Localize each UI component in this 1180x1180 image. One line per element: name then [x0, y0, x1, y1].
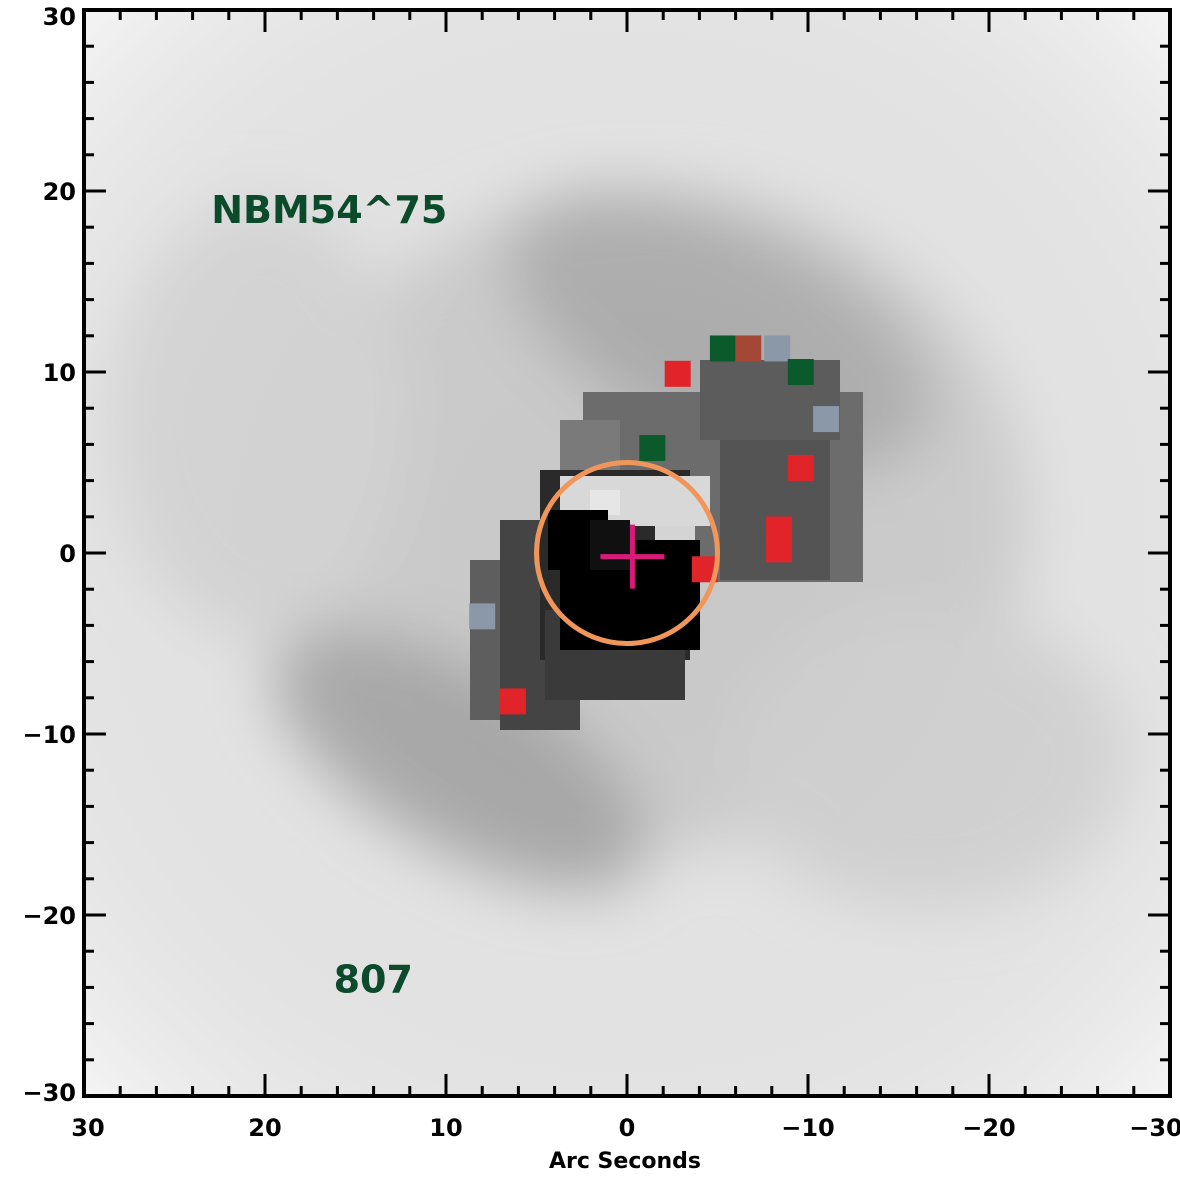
colored-pixel [766, 536, 793, 563]
x-tick-label: −20 [962, 1114, 1016, 1142]
y-tick-label: 20 [43, 178, 76, 206]
colored-pixel [764, 335, 791, 362]
x-tick-label: 10 [429, 1114, 462, 1142]
x-tick-label: −10 [781, 1114, 835, 1142]
y-tick-label: −10 [22, 721, 76, 749]
colored-pixel [735, 335, 762, 362]
x-tick-label: 0 [619, 1114, 636, 1142]
aperture-circle [534, 460, 720, 646]
colored-pixel [787, 359, 814, 385]
center-marker [600, 524, 665, 589]
colored-pixel [499, 688, 526, 715]
y-tick-label: 10 [43, 359, 76, 387]
x-axis-title: Arc Seconds [549, 1149, 701, 1174]
x-tick-label: 20 [248, 1114, 281, 1142]
colored-pixels [469, 335, 840, 715]
x-tick-labels: 30 20 10 0 −10 −20 −30 [71, 1114, 1180, 1142]
y-tick-label: −30 [22, 1079, 76, 1107]
heatmap-pixel [590, 520, 630, 570]
y-tick-labels: 30 20 10 0 −10 −20 −30 [22, 3, 76, 1107]
colored-pixel [639, 435, 666, 462]
x-tick-label: 30 [71, 1114, 104, 1142]
colored-pixel [813, 406, 840, 433]
y-tick-label: 30 [43, 3, 76, 31]
y-tick-label: −20 [22, 902, 76, 930]
y-tick-label: 0 [59, 540, 76, 568]
colored-pixel [787, 454, 814, 481]
colored-pixel [469, 603, 496, 630]
annotation-source-name: NBM54^75 [211, 188, 447, 232]
annotation-number: 807 [334, 957, 413, 1001]
axis-ticks [82, 8, 1172, 1098]
colored-pixel [664, 360, 691, 387]
plot-area [84, 10, 1170, 1096]
x-tick-label: −30 [1129, 1114, 1180, 1142]
colored-pixel [709, 335, 736, 362]
